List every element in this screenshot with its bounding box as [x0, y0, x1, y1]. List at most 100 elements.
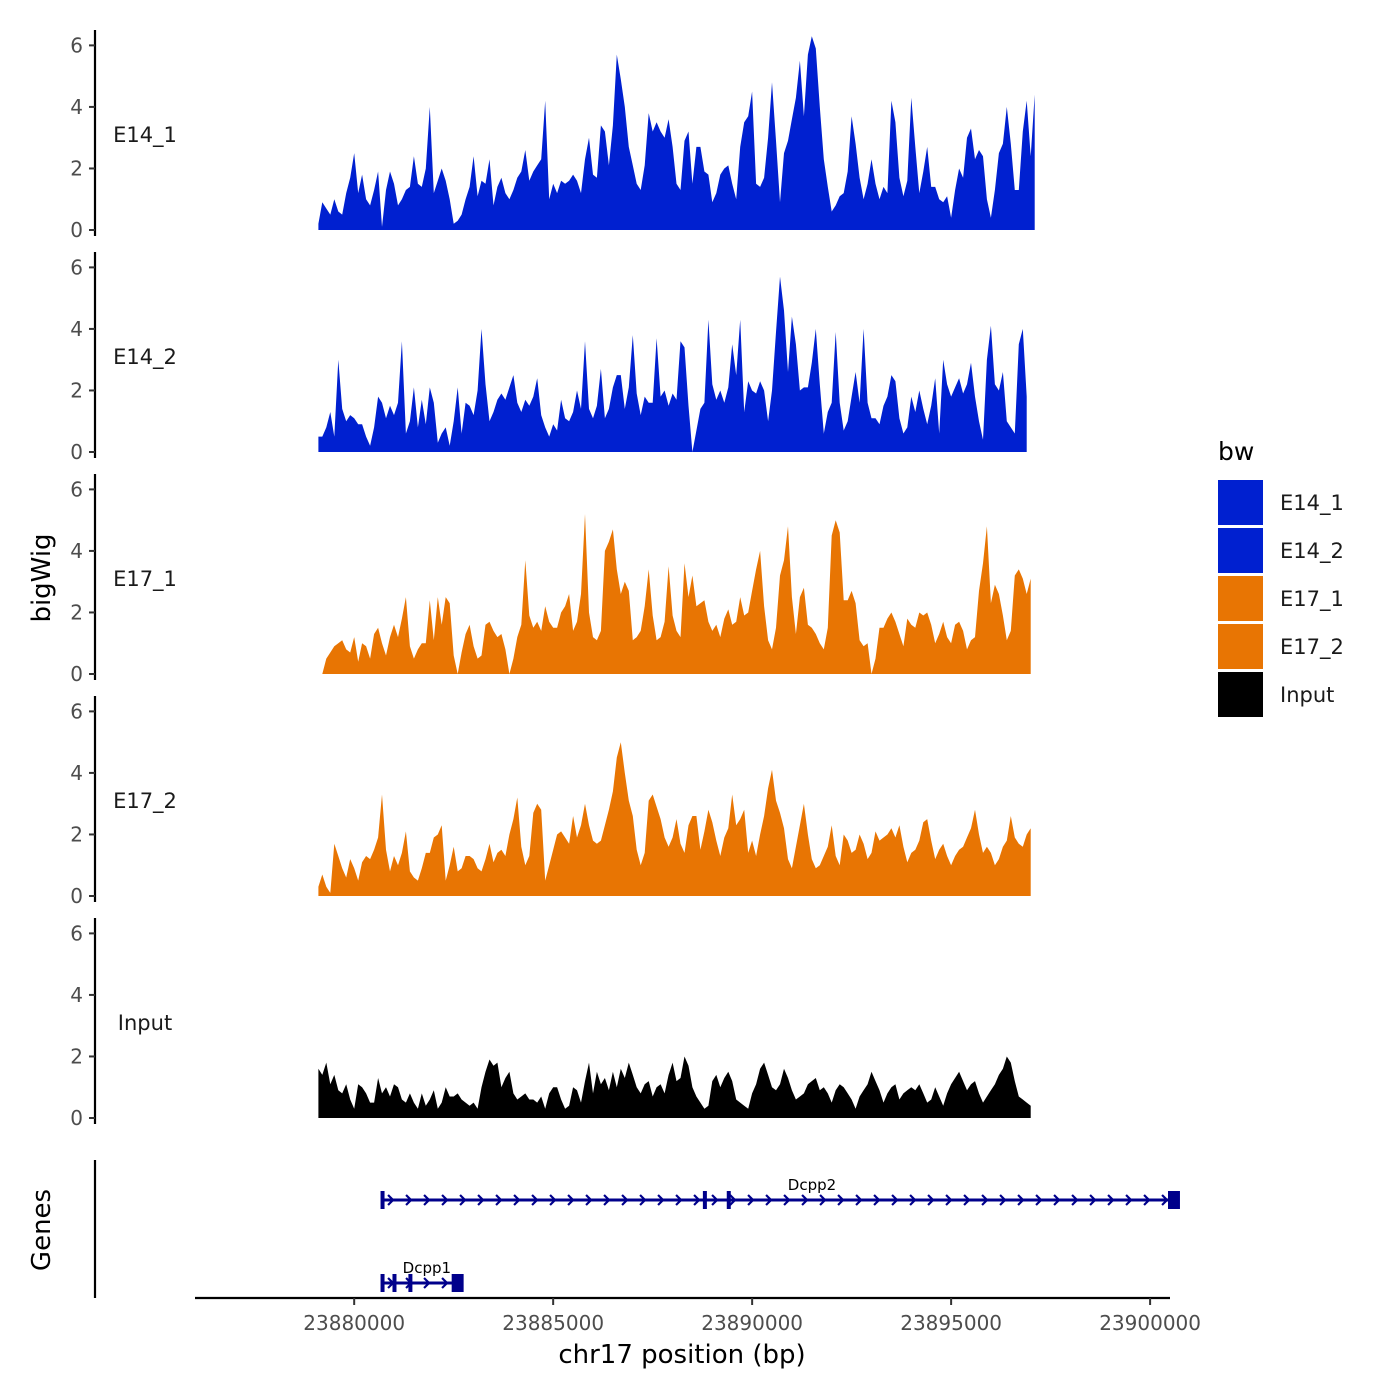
track-e17-2: 0 2 4 6 E17_2	[70, 696, 1031, 908]
strand-arrow	[387, 1194, 395, 1206]
legend-swatch-e17-2	[1218, 624, 1263, 669]
legend-label-input: Input	[1280, 683, 1334, 707]
strand-arrow	[1161, 1194, 1169, 1206]
exon	[392, 1274, 397, 1292]
track-label-e14-2: E14_2	[113, 345, 177, 370]
track-label-e17-1: E17_1	[113, 567, 177, 592]
x-tick-label: 23880000	[303, 1311, 405, 1335]
strand-arrow	[531, 1194, 539, 1206]
exon	[380, 1191, 385, 1209]
legend-label-e17-2: E17_2	[1280, 635, 1344, 660]
y-tick-label: 0	[70, 884, 83, 908]
strand-arrow	[1107, 1194, 1115, 1206]
exon	[408, 1274, 413, 1292]
legend: bw E14_1 E14_2 E17_1 E17_2 Input	[1218, 437, 1344, 717]
strand-arrow	[405, 1194, 413, 1206]
strand-arrow	[1071, 1194, 1079, 1206]
strand-arrow	[747, 1194, 755, 1206]
strand-arrow	[729, 1194, 737, 1206]
area-e14-1	[318, 36, 1035, 231]
area-e17-1	[318, 514, 1031, 674]
strand-arrow	[423, 1194, 431, 1206]
strand-arrow	[1053, 1194, 1061, 1206]
strand-arrow	[1143, 1194, 1151, 1206]
strand-arrow	[441, 1277, 449, 1289]
strand-arrow	[765, 1194, 773, 1206]
strand-arrow	[837, 1194, 845, 1206]
strand-arrow	[423, 1277, 431, 1289]
y-tick-label: 2	[70, 822, 83, 846]
legend-swatch-e14-1	[1218, 480, 1263, 525]
x-tick-label: 23885000	[502, 1311, 604, 1335]
track-label-input: Input	[118, 1011, 172, 1035]
area-e14-2	[318, 276, 1027, 452]
track-e14-1: 0 2 4 6 E14_1	[70, 30, 1035, 242]
y-tick-label: 6	[70, 699, 83, 723]
strand-arrow	[657, 1194, 665, 1206]
y-tick-label: 2	[70, 156, 83, 180]
x-axis-title: chr17 position (bp)	[558, 1340, 805, 1370]
y-tick-label: 4	[70, 539, 83, 563]
strand-arrow	[1089, 1194, 1097, 1206]
exon	[380, 1274, 385, 1292]
strand-arrow	[513, 1194, 521, 1206]
y-tick-label: 0	[70, 662, 83, 686]
strand-arrow	[891, 1194, 899, 1206]
gene-label-dcpp2: Dcpp2	[788, 1176, 836, 1194]
area-e17-2	[318, 742, 1031, 896]
x-tick-label: 23895000	[900, 1311, 1002, 1335]
legend-label-e17-1: E17_1	[1280, 587, 1344, 612]
genes-panel: Dcpp2 Dcpp1	[93, 1160, 1180, 1298]
strand-arrow	[1017, 1194, 1025, 1206]
legend-label-e14-1: E14_1	[1280, 491, 1344, 516]
strand-arrow	[693, 1194, 701, 1206]
y-tick-label: 2	[70, 378, 83, 402]
y-tick-label: 6	[70, 477, 83, 501]
track-e17-1: 0 2 4 6 E17_1	[70, 474, 1031, 686]
y-tick-label: 2	[70, 600, 83, 624]
track-e14-2: 0 2 4 6 E14_2	[70, 252, 1027, 464]
track-label-e14-1: E14_1	[113, 123, 177, 148]
y-tick-label: 6	[70, 33, 83, 57]
y-tick-label: 4	[70, 317, 83, 341]
strand-arrow	[585, 1194, 593, 1206]
strand-arrow	[945, 1194, 953, 1206]
legend-swatch-input	[1218, 672, 1263, 717]
exon	[1168, 1191, 1180, 1209]
strand-arrow	[909, 1194, 917, 1206]
strand-arrow	[477, 1194, 485, 1206]
y-tick-label: 4	[70, 761, 83, 785]
legend-title: bw	[1218, 437, 1254, 466]
track-label-e17-2: E17_2	[113, 789, 177, 814]
genes-axis-title: Genes	[27, 1189, 57, 1271]
legend-swatch-e14-2	[1218, 528, 1263, 573]
gene-dcpp2: Dcpp2	[380, 1176, 1180, 1209]
legend-label-e14-2: E14_2	[1280, 539, 1344, 564]
strand-arrow	[1125, 1194, 1133, 1206]
y-tick-label: 0	[70, 440, 83, 464]
track-input: 0 2 4 6 Input	[70, 918, 1031, 1130]
y-tick-label: 4	[70, 95, 83, 119]
strand-arrow	[981, 1194, 989, 1206]
exon	[726, 1191, 731, 1209]
y-tick-label: 4	[70, 983, 83, 1007]
y-tick-label: 0	[70, 218, 83, 242]
x-tick-label: 23890000	[701, 1311, 803, 1335]
strand-arrow	[999, 1194, 1007, 1206]
strand-arrow	[783, 1194, 791, 1206]
strand-arrow	[567, 1194, 575, 1206]
strand-arrow	[495, 1194, 503, 1206]
strand-arrow	[603, 1194, 611, 1206]
strand-arrow	[801, 1194, 809, 1206]
exon	[702, 1191, 707, 1209]
strand-arrow	[441, 1194, 449, 1206]
strand-arrow	[819, 1194, 827, 1206]
strand-arrow	[675, 1194, 683, 1206]
gene-label-dcpp1: Dcpp1	[403, 1259, 451, 1277]
strand-arrow	[459, 1194, 467, 1206]
strand-arrow	[927, 1194, 935, 1206]
y-tick-label: 0	[70, 1106, 83, 1130]
y-axis-title: bigWig	[27, 533, 57, 622]
strand-arrow	[855, 1194, 863, 1206]
